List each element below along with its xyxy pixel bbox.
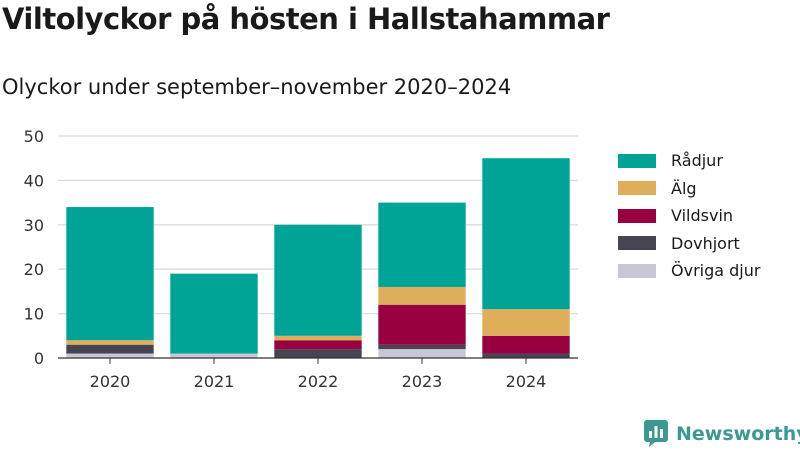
bar-segment: [170, 353, 258, 358]
x-tick-label: 2020: [90, 372, 131, 391]
bar-segment: [274, 349, 362, 358]
bar-segment: [378, 344, 466, 350]
x-tick-label: 2023: [402, 372, 443, 391]
bar-segment: [274, 335, 362, 341]
bar-segment: [482, 335, 570, 354]
legend-item: Dovhjort: [618, 230, 760, 258]
legend-swatch: [618, 236, 656, 251]
legend-item: Övriga djur: [618, 257, 760, 285]
bar-segment: [482, 353, 570, 358]
legend-swatch: [618, 263, 656, 278]
bar-segment: [378, 286, 466, 305]
legend-item: Vildsvin: [618, 202, 760, 230]
y-tick-label: 10: [24, 305, 44, 324]
bar-segment: [170, 273, 258, 354]
legend-label: Rådjur: [671, 151, 723, 171]
y-tick-label: 20: [24, 260, 44, 279]
chart-title: Viltolyckor på hösten i Hallstahammar: [2, 2, 610, 36]
x-tick-label: 2021: [194, 372, 235, 391]
x-tick-label: 2022: [298, 372, 339, 391]
x-tick-label: 2024: [506, 372, 547, 391]
legend-swatch: [618, 208, 656, 223]
y-tick-label: 30: [24, 216, 44, 235]
legend-label: Älg: [671, 178, 697, 198]
bar-segment: [274, 224, 362, 336]
newsworthy-logo-icon: [644, 420, 668, 447]
legend-label: Övriga djur: [671, 261, 761, 281]
legend-swatch: [618, 153, 656, 168]
bar-segment: [482, 158, 570, 310]
bar-segment: [66, 207, 154, 341]
bar-segment: [378, 349, 466, 358]
legend-item: Älg: [618, 175, 760, 203]
legend-swatch: [618, 181, 656, 196]
legend-label: Dovhjort: [671, 233, 740, 253]
y-tick-label: 40: [24, 171, 44, 190]
bar-segment: [66, 340, 154, 345]
y-tick-label: 50: [24, 127, 44, 146]
newsworthy-logo[interactable]: Newsworthy: [644, 420, 800, 447]
newsworthy-label: Newsworthy: [676, 422, 800, 445]
bar-segment: [482, 309, 570, 336]
bar-segment: [66, 344, 154, 354]
bar-segment: [66, 353, 154, 358]
chart-subtitle: Olyckor under september–november 2020–20…: [2, 75, 512, 99]
legend-label: Vildsvin: [671, 206, 734, 226]
bar-segment: [274, 340, 362, 350]
bar-segment: [378, 202, 466, 287]
y-tick-label: 0: [34, 349, 44, 368]
legend: Rådjur Älg Vildsvin Dovhjort Övriga djur: [618, 147, 760, 285]
legend-item: Rådjur: [618, 147, 760, 175]
bar-segment: [378, 304, 466, 345]
